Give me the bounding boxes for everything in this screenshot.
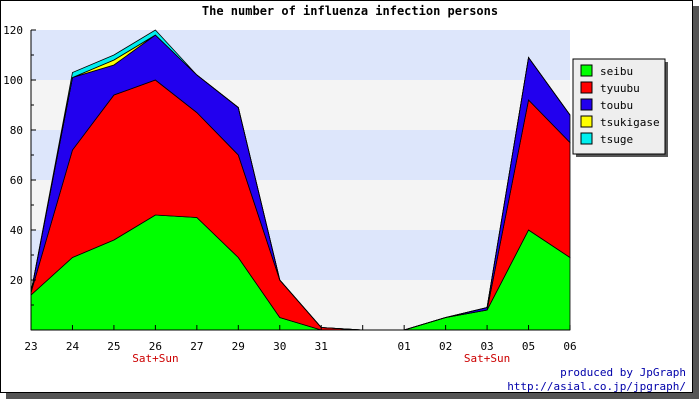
frame-shadow-bottom [6, 393, 699, 399]
y-tick-label: 120 [3, 24, 23, 37]
credit-line-1: produced by JpGraph [560, 366, 686, 379]
x-tick-label: 06 [563, 340, 576, 353]
weekend-label: Sat+Sun [464, 352, 510, 365]
x-tick-label: 26 [149, 340, 162, 353]
x-tick-label: 27 [190, 340, 203, 353]
legend-swatch-tsuge [580, 132, 593, 145]
y-tick-label: 80 [10, 124, 23, 137]
legend-swatch-toubu [580, 98, 593, 111]
series-area-tsuge [30, 29, 571, 331]
legend: seibu tyuubu toubu tsukigase tsuge [572, 58, 668, 157]
credit-url[interactable]: http://asial.co.jp/jpgraph/ [507, 380, 686, 393]
x-tick-label: 24 [66, 340, 80, 353]
x-tick-label: 03 [480, 340, 493, 353]
legend-swatch-tsukigase [580, 115, 593, 128]
chart-title: The number of influenza infection person… [201, 4, 499, 18]
x-tick-label: 30 [273, 340, 286, 353]
weekend-label: Sat+Sun [132, 352, 178, 365]
x-tick-label: 01 [398, 340, 411, 353]
x-tick-label: 02 [439, 340, 452, 353]
legend-label-seibu: seibu [600, 65, 633, 78]
x-tick-label: 25 [107, 340, 120, 353]
y-tick-label: 100 [3, 74, 23, 87]
y-tick-label: 20 [10, 274, 23, 287]
legend-label-tsuge: tsuge [600, 133, 633, 146]
legend-swatch-tyuubu [580, 81, 593, 94]
x-tick-label: 23 [24, 340, 37, 353]
legend-swatch-seibu [580, 64, 593, 77]
frame-shadow-right [693, 6, 699, 399]
x-tick-label: 05 [522, 340, 535, 353]
x-tick-label: 29 [232, 340, 245, 353]
y-tick-label: 60 [10, 174, 23, 187]
legend-label-tsukigase: tsukigase [600, 116, 660, 129]
x-tick-label: 31 [315, 340, 328, 353]
legend-label-tyuubu: tyuubu [600, 82, 640, 95]
y-tick-label: 40 [10, 224, 23, 237]
legend-label-toubu: toubu [600, 99, 633, 112]
axes: 20 40 60 80 100 120 23 24 25 26 27 29 30 31 01 02 03 05 06… [3, 24, 577, 365]
